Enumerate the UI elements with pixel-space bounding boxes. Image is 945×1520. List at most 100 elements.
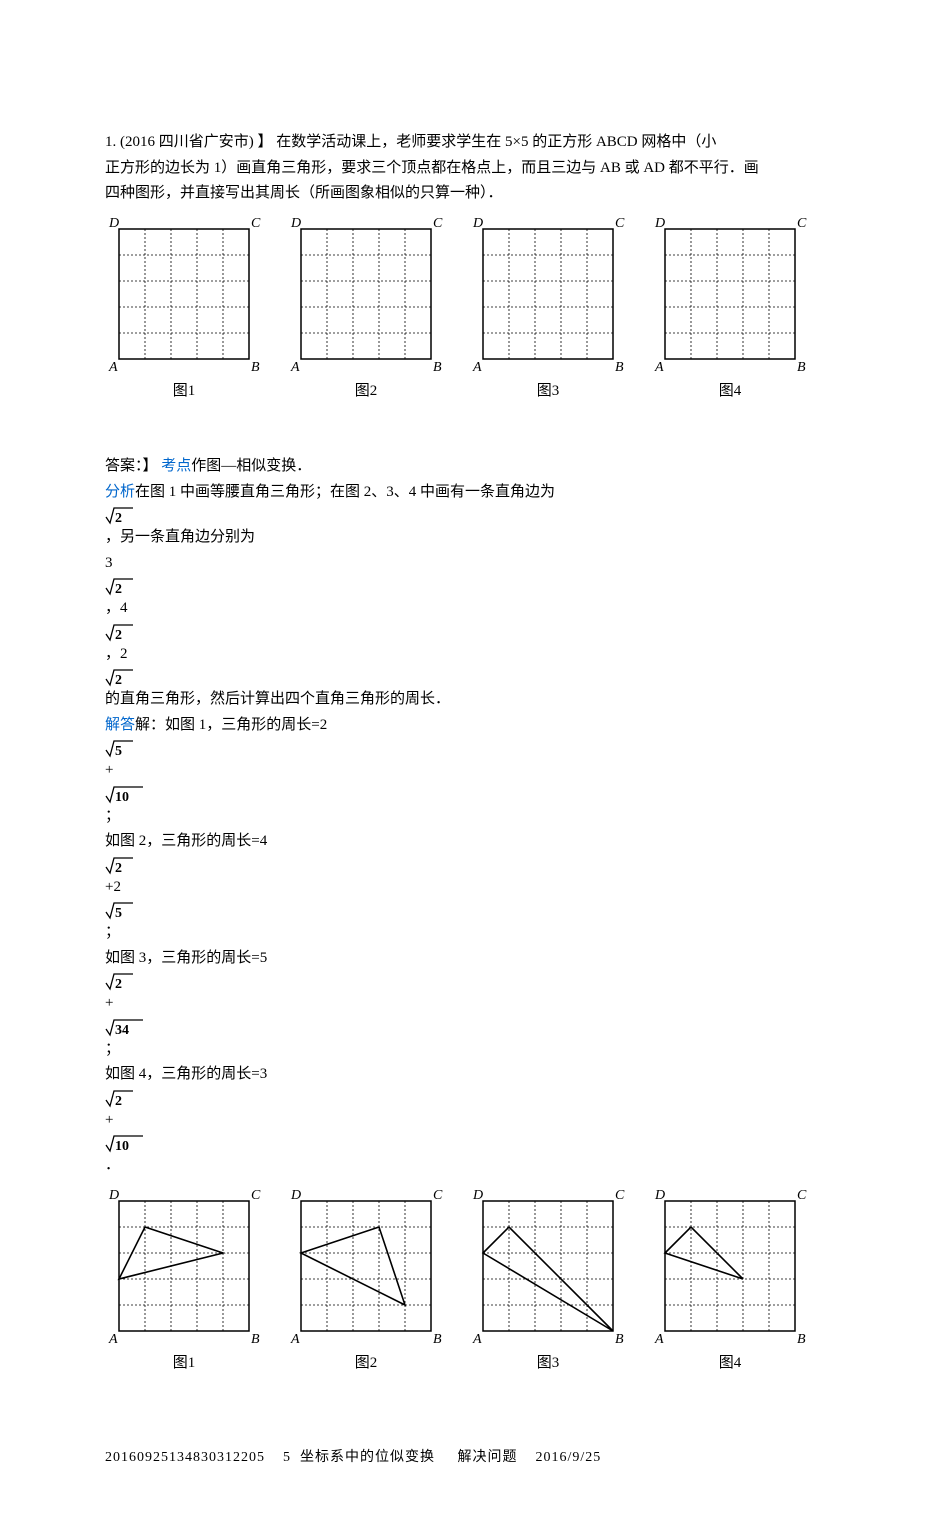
fenxi-l2c: ，2 <box>105 646 128 662</box>
svg-text:D: D <box>654 1188 665 1203</box>
svg-text:2: 2 <box>115 1094 122 1108</box>
footer-id: 20160925134830312205 <box>105 1450 265 1465</box>
svg-text:C: C <box>433 1188 443 1203</box>
sqrt10-2: 10 <box>105 1133 840 1153</box>
svg-text:D: D <box>108 1188 119 1203</box>
svg-text:A: A <box>108 360 118 375</box>
jd4a: 如图 4，三角形的周长=3 <box>105 1066 267 1082</box>
svg-text:B: B <box>615 360 624 375</box>
problem-source: (2016 四川省广安市) 】 <box>120 134 273 150</box>
svg-text:B: B <box>797 360 806 375</box>
sqrt2-7: 2 <box>105 1088 840 1108</box>
sqrt2-6: 2 <box>105 971 840 991</box>
problem-statement: 1. (2016 四川省广安市) 】 在数学活动课上，老师要求学生在 5×5 的… <box>105 130 840 207</box>
problem-line3: 四种图形，并直接写出其周长（所画图象相似的只算一种）． <box>105 185 503 201</box>
jd2b: +2 <box>105 879 121 895</box>
sqrt2-5: 2 <box>105 855 840 875</box>
svg-text:C: C <box>615 216 625 231</box>
svg-text:B: B <box>251 360 260 375</box>
fenxi-l1a: 在图 1 中画等腰直角三角形；在图 2、3、4 中画有一条直角边为 <box>135 484 555 500</box>
grid-caption: 图4 <box>719 379 742 405</box>
grid-figure: D C A B 图3 <box>469 215 627 405</box>
svg-text:10: 10 <box>115 790 129 804</box>
svg-text:D: D <box>290 1188 301 1203</box>
svg-text:2: 2 <box>115 861 122 875</box>
sqrt5-2: 5 <box>105 900 840 920</box>
grid-figure: D C A B 图1 <box>105 215 263 405</box>
svg-text:D: D <box>108 216 119 231</box>
svg-text:10: 10 <box>115 1139 129 1153</box>
footer-num: 5 <box>283 1450 291 1465</box>
jd3a: 如图 3，三角形的周长=5 <box>105 950 267 966</box>
grid-caption: 图3 <box>537 1351 560 1377</box>
answer-block: 答案：】 考点作图—相似变换． 分析在图 1 中画等腰直角三角形；在图 2、3、… <box>105 454 840 1179</box>
jd2c: ； <box>105 924 120 940</box>
grid-figure: DCAB图2 <box>287 215 445 405</box>
svg-text:2: 2 <box>115 977 122 991</box>
svg-text:B: B <box>615 1332 624 1347</box>
svg-text:A: A <box>654 360 664 375</box>
svg-text:D: D <box>654 216 665 231</box>
grid-caption: 图3 <box>537 379 560 405</box>
jd3b: + <box>105 995 113 1011</box>
problem-line2: 正方形的边长为 1）画直角三角形，要求三个顶点都在格点上，而且三边与 AB 或 … <box>105 160 759 176</box>
grid-figure: D C A B 图3 <box>469 1187 627 1377</box>
jd1b: + <box>105 762 113 778</box>
svg-text:A: A <box>290 1332 300 1347</box>
jd2a: 如图 2，三角形的周长=4 <box>105 833 267 849</box>
grid-caption: 图4 <box>719 1351 742 1377</box>
svg-text:B: B <box>797 1332 806 1347</box>
svg-text:C: C <box>251 1188 261 1203</box>
grid-caption: 图2 <box>355 1351 378 1377</box>
svg-text:2: 2 <box>115 582 122 596</box>
svg-text:C: C <box>797 216 807 231</box>
svg-text:B: B <box>433 360 442 375</box>
jd3c: ； <box>105 1041 120 1057</box>
grid-caption: 图1 <box>173 1351 196 1377</box>
svg-text:D: D <box>472 1188 483 1203</box>
problem-number: 1. <box>105 134 116 150</box>
svg-text:D: D <box>290 216 301 231</box>
sqrt10-1: 10 <box>105 784 840 804</box>
jd4c: ． <box>105 1157 120 1173</box>
sqrt5-1: 5 <box>105 738 840 758</box>
footer-topic: 坐标系中的位似变换 <box>300 1450 435 1465</box>
grid-figure: DCAB图2 <box>287 1187 445 1377</box>
jd1c: ； <box>105 808 120 824</box>
kaodian-label: 考点 <box>161 458 191 474</box>
sqrt2-3: 2 <box>105 622 840 642</box>
grids-row-1: DCAB图1DCAB图2DCAB图3DCAB图4 <box>105 215 840 405</box>
fenxi-label: 分析 <box>105 484 135 500</box>
sqrt2-1: 2 <box>105 505 840 525</box>
jieda-label: 解答 <box>105 717 135 733</box>
jd4b: + <box>105 1112 113 1128</box>
svg-text:A: A <box>472 1332 482 1347</box>
footer-type: 解决问题 <box>458 1450 518 1465</box>
svg-text:C: C <box>251 216 261 231</box>
svg-text:A: A <box>290 360 300 375</box>
fenxi-l1b: ，另一条直角边分别为 <box>105 529 255 545</box>
grid-caption: 图2 <box>355 379 378 405</box>
fenxi-l2b: ，4 <box>105 600 128 616</box>
svg-text:A: A <box>472 360 482 375</box>
svg-text:C: C <box>797 1188 807 1203</box>
jd1a: 解：如图 1，三角形的周长=2 <box>135 717 327 733</box>
fenxi-l2a: 3 <box>105 555 113 571</box>
svg-text:B: B <box>251 1332 260 1347</box>
grid-caption: 图1 <box>173 379 196 405</box>
sqrt2-2: 2 <box>105 576 840 596</box>
svg-text:2: 2 <box>115 511 122 525</box>
svg-text:A: A <box>108 1332 118 1347</box>
svg-text:A: A <box>654 1332 664 1347</box>
fenxi-l2d: 的直角三角形，然后计算出四个直角三角形的周长． <box>105 691 450 707</box>
svg-text:C: C <box>615 1188 625 1203</box>
svg-text:D: D <box>472 216 483 231</box>
document-page: 1. (2016 四川省广安市) 】 在数学活动课上，老师要求学生在 5×5 的… <box>0 0 945 1520</box>
grid-figure: D C A B 图4 <box>651 215 809 405</box>
kaodian-text: 作图—相似变换． <box>191 458 311 474</box>
footer-line: 20160925134830312205 5 坐标系中的位似变换 解决问题 20… <box>105 1446 840 1470</box>
answer-prefix: 答案：】 <box>105 458 158 474</box>
svg-text:2: 2 <box>115 673 122 687</box>
grid-figure: D C A B 图4 <box>651 1187 809 1377</box>
svg-text:2: 2 <box>115 628 122 642</box>
